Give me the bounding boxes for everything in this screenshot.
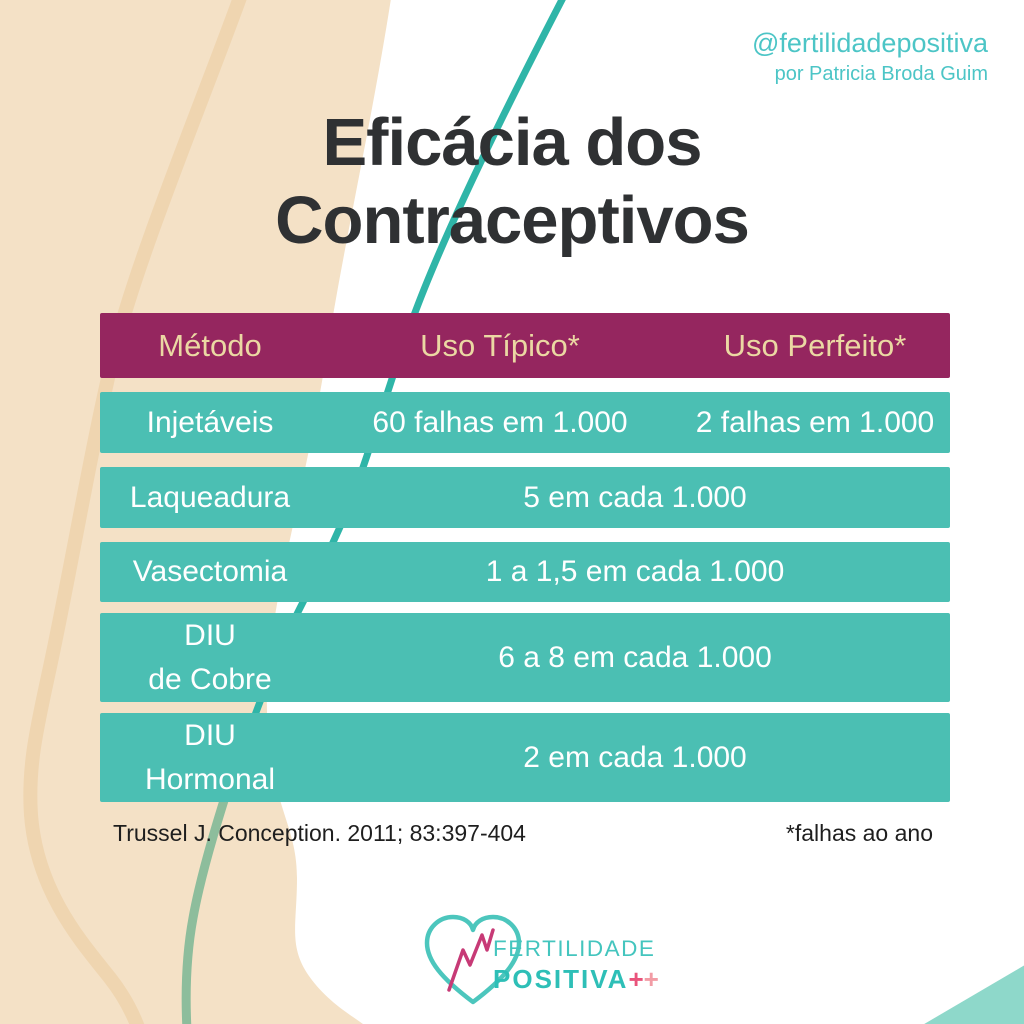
heart-icon <box>424 914 522 1005</box>
logo-text-line2: POSITIVA++ <box>493 964 659 994</box>
table-row-diu-hormonal: DIU Hormonal 2 em cada 1.000 <box>100 713 950 802</box>
logo-plus-light-icon: + <box>644 964 659 994</box>
combined-use-value: 2 em cada 1.000 <box>523 740 747 774</box>
method-name-line1: DIU <box>184 619 236 652</box>
method-name: Vasectomia <box>132 555 288 588</box>
table-row-diu-cobre: DIU de Cobre 6 a 8 em cada 1.000 <box>100 613 950 702</box>
corner-accent-shape <box>924 965 1024 1024</box>
page-title-line1: Eficácia dos <box>322 105 702 180</box>
perfect-use-value: 2 falhas em 1.000 <box>695 405 935 439</box>
footnote-row: Trussel J. Conception. 2011; 83:397-404 … <box>113 820 933 847</box>
method-name-line2: Hormonal <box>144 762 276 796</box>
source-reference: Trussel J. Conception. 2011; 83:397-404 <box>113 820 526 846</box>
page-title-line2: Contraceptivos <box>275 183 750 259</box>
combined-use-value: 6 a 8 em cada 1.000 <box>498 640 772 674</box>
combined-use-value: 5 em cada 1.000 <box>523 480 747 514</box>
beige-curve-line <box>23 0 247 1024</box>
method-name: DIU Hormonal <box>100 713 320 802</box>
logo-positiva-text: POSITIVA <box>493 964 628 994</box>
page-title: Eficácia dos Contraceptivos <box>0 104 1024 261</box>
col-header-perfect-use: Uso Perfeito* <box>723 327 907 363</box>
col-header-method: Método <box>158 327 262 363</box>
method-name-line1: DIU <box>184 719 236 752</box>
table-header-row: Método Uso Típico* Uso Perfeito* <box>100 313 950 378</box>
efficacy-table: Método Uso Típico* Uso Perfeito* Injetáv… <box>100 313 950 802</box>
credit-block: @fertilidadepositiva por Patricia Broda … <box>752 28 988 86</box>
method-name: DIU de Cobre <box>100 613 320 702</box>
logo-plus-dark-icon: + <box>628 964 643 994</box>
method-name: Laqueadura <box>129 480 291 514</box>
table-row-vasectomia: Vasectomia 1 a 1,5 em cada 1.000 <box>100 542 950 602</box>
table-row-laqueadura: Laqueadura 5 em cada 1.000 <box>100 467 950 528</box>
table-row-injetaveis: Injetáveis 60 falhas em 1.000 2 falhas e… <box>100 392 950 453</box>
trend-line-icon <box>447 928 495 992</box>
instagram-handle: @fertilidadepositiva <box>751 28 988 58</box>
typical-use-value: 60 falhas em 1.000 <box>372 405 628 439</box>
method-name-line2: de Cobre <box>148 662 272 696</box>
fertilidade-positiva-logo: FERTILIDADE POSITIVA++ <box>424 914 659 1005</box>
col-header-typical-use: Uso Típico* <box>420 327 580 363</box>
method-name: Injetáveis <box>146 405 274 439</box>
asterisk-note: *falhas ao ano <box>785 820 933 846</box>
author-byline: por Patricia Broda Guim <box>774 63 988 86</box>
combined-use-value: 1 a 1,5 em cada 1.000 <box>485 555 785 588</box>
logo-text-line1: FERTILIDADE <box>493 936 655 961</box>
